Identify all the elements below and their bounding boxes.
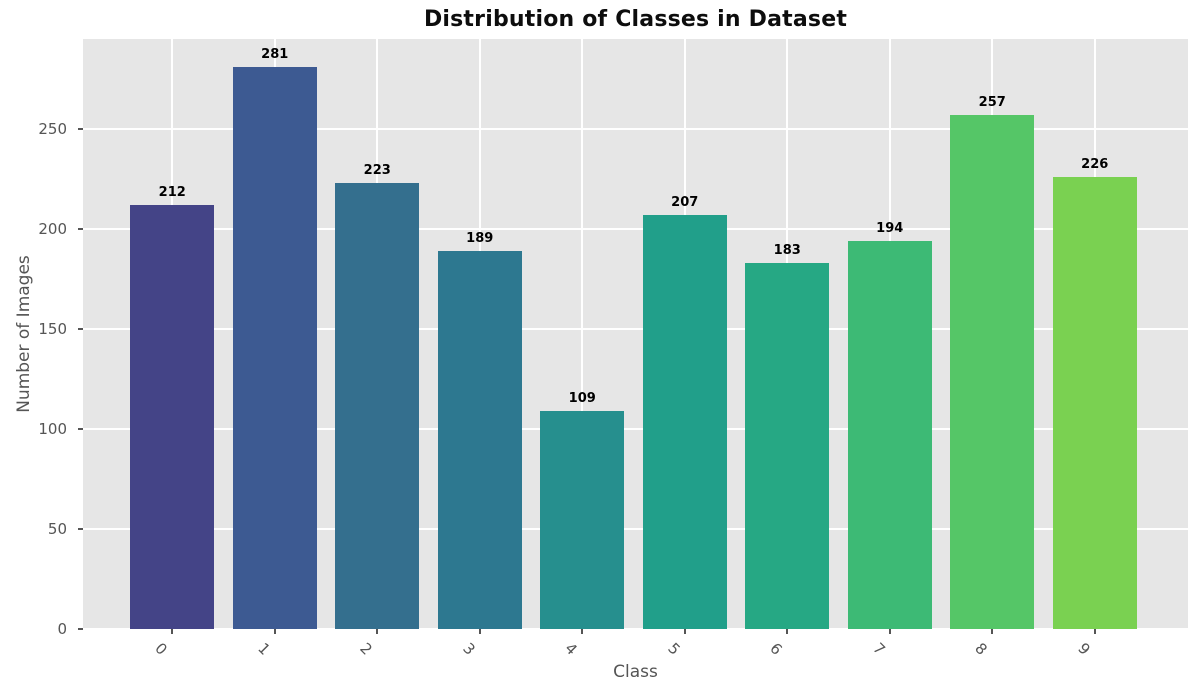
y-tick-label: 50 (47, 520, 67, 538)
x-tick-slot-0: 0 (121, 629, 224, 674)
bar-value-label: 257 (978, 95, 1006, 110)
x-tick-label: 9 (1074, 639, 1094, 659)
chart-title: Distribution of Classes in Dataset (423, 7, 848, 32)
bar-value-label: 223 (363, 163, 391, 178)
x-tick-mark (171, 629, 174, 634)
x-tick-slot-4: 4 (531, 629, 634, 674)
bar-value-label: 109 (568, 391, 596, 406)
x-tick-mark (683, 629, 686, 634)
y-tick-label: 100 (38, 420, 67, 438)
x-tick-label: 1 (254, 639, 274, 659)
x-tick-mark (1093, 629, 1096, 634)
bar-slot-8: 257 (941, 39, 1044, 629)
bar-class-2: 223 (335, 163, 420, 629)
x-tick-slot-9: 9 (1044, 629, 1147, 674)
bar-class-3: 189 (437, 231, 522, 629)
x-tick-slot-5: 5 (634, 629, 737, 674)
gridline (83, 628, 1188, 630)
gridline (83, 528, 1188, 530)
y-tick-mark (78, 228, 83, 230)
y-tick-label: 200 (38, 220, 67, 238)
bar-class-6: 183 (745, 243, 830, 629)
x-tick-label: 5 (664, 639, 684, 659)
y-axis: 0 50 100 150 200 250 (0, 39, 83, 638)
horizontal-gridlines (83, 39, 1188, 630)
x-tick-label: 2 (356, 639, 376, 659)
x-tick-slot-7: 7 (839, 629, 942, 674)
y-tick-label: 250 (38, 120, 67, 138)
x-tick-mark (581, 629, 584, 634)
bar-class-4: 109 (540, 391, 625, 629)
x-tick-label: 0 (151, 639, 171, 659)
bar-class-9: 226 (1052, 157, 1137, 629)
y-tick-mark (78, 128, 83, 130)
bar-slot-7: 194 (839, 39, 942, 629)
bar-slot-1: 281 (224, 39, 327, 629)
bar-slot-0: 212 (121, 39, 224, 629)
bar-value-label: 194 (876, 221, 904, 236)
x-tick-mark (376, 629, 379, 634)
bar-class-1: 281 (232, 47, 317, 629)
gridline (581, 39, 584, 629)
x-tick-mark (888, 629, 891, 634)
bar-slot-5: 207 (634, 39, 737, 629)
bars-container: 212 281 223 189 109 207 183 194 257 226 (121, 39, 1146, 629)
bar-slot-2: 223 (326, 39, 429, 629)
x-tick-mark (786, 629, 789, 634)
x-tick-slot-3: 3 (429, 629, 532, 674)
bar-slot-3: 189 (429, 39, 532, 629)
bar-value-label: 281 (261, 47, 289, 62)
x-tick-label: 8 (971, 639, 991, 659)
bar-value-label: 226 (1081, 157, 1109, 172)
y-tick-mark (78, 328, 83, 330)
bar-class-5: 207 (642, 195, 727, 629)
gridline (83, 128, 1188, 130)
x-tick-slot-6: 6 (736, 629, 839, 674)
y-axis-label: Number of Images (14, 255, 34, 413)
y-tick-mark (78, 428, 83, 430)
x-tick-label: 7 (869, 639, 889, 659)
x-axis: 0 1 2 3 4 5 6 7 8 9 (121, 629, 1146, 674)
bar-slot-6: 183 (736, 39, 839, 629)
y-tick-mark (78, 628, 83, 630)
gridline (83, 328, 1188, 330)
x-tick-mark (991, 629, 994, 634)
bar-class-0: 212 (130, 185, 215, 629)
bar-value-label: 189 (466, 231, 494, 246)
y-tick-label: 150 (38, 320, 67, 338)
bar-value-label: 207 (671, 195, 699, 210)
x-tick-label: 4 (561, 639, 581, 659)
bar-class-7: 194 (847, 221, 932, 629)
y-tick-label: 0 (57, 620, 67, 638)
bar-value-label: 212 (158, 185, 186, 200)
x-tick-slot-8: 8 (941, 629, 1044, 674)
bar-slot-9: 226 (1044, 39, 1147, 629)
bar-value-label: 183 (773, 243, 801, 258)
bar-slot-4: 109 (531, 39, 634, 629)
plot-area: 212 281 223 189 109 207 183 194 257 226 (83, 39, 1188, 630)
y-tick-mark (78, 528, 83, 530)
bar-class-8: 257 (950, 95, 1035, 629)
gridline (83, 228, 1188, 230)
x-tick-slot-2: 2 (326, 629, 429, 674)
x-tick-label: 6 (766, 639, 786, 659)
gridline (83, 428, 1188, 430)
x-tick-mark (478, 629, 481, 634)
x-tick-slot-1: 1 (224, 629, 327, 674)
x-tick-mark (273, 629, 276, 634)
x-axis-label: Class (613, 662, 658, 682)
x-tick-label: 3 (459, 639, 479, 659)
